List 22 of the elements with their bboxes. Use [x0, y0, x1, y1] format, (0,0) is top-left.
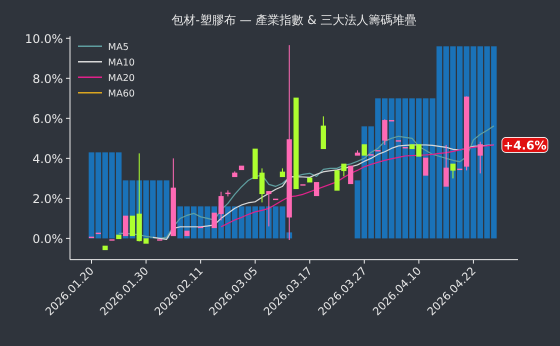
- candlestick: [416, 144, 422, 157]
- annotation: +4.6%: [501, 137, 548, 153]
- candlestick: [320, 116, 326, 150]
- y-tick-label: 6.0%: [32, 112, 63, 126]
- candlestick: [348, 166, 354, 184]
- y-tick-label: 0.0%: [32, 232, 63, 246]
- candlestick: [423, 158, 428, 176]
- y-tick-label: 2.0%: [32, 192, 63, 206]
- legend-label: MA20: [108, 72, 135, 84]
- candlestick: [450, 164, 456, 179]
- y-tick-label: 10.0%: [24, 32, 63, 46]
- y-tick-label: 8.0%: [32, 72, 63, 86]
- candlestick: [314, 182, 320, 196]
- legend-label: MA60: [108, 88, 135, 100]
- chart-title: 包材-塑膠布 — 產業指數 & 三大法人籌碼堆疊: [172, 13, 416, 27]
- y-tick-label: 4.0%: [32, 152, 63, 166]
- legend-label: MA10: [108, 57, 135, 68]
- line-series: [220, 144, 494, 228]
- candlestick: [478, 141, 483, 174]
- legend-label: MA5: [108, 42, 129, 53]
- candlestick: [444, 144, 449, 187]
- candlestick: [362, 144, 367, 156]
